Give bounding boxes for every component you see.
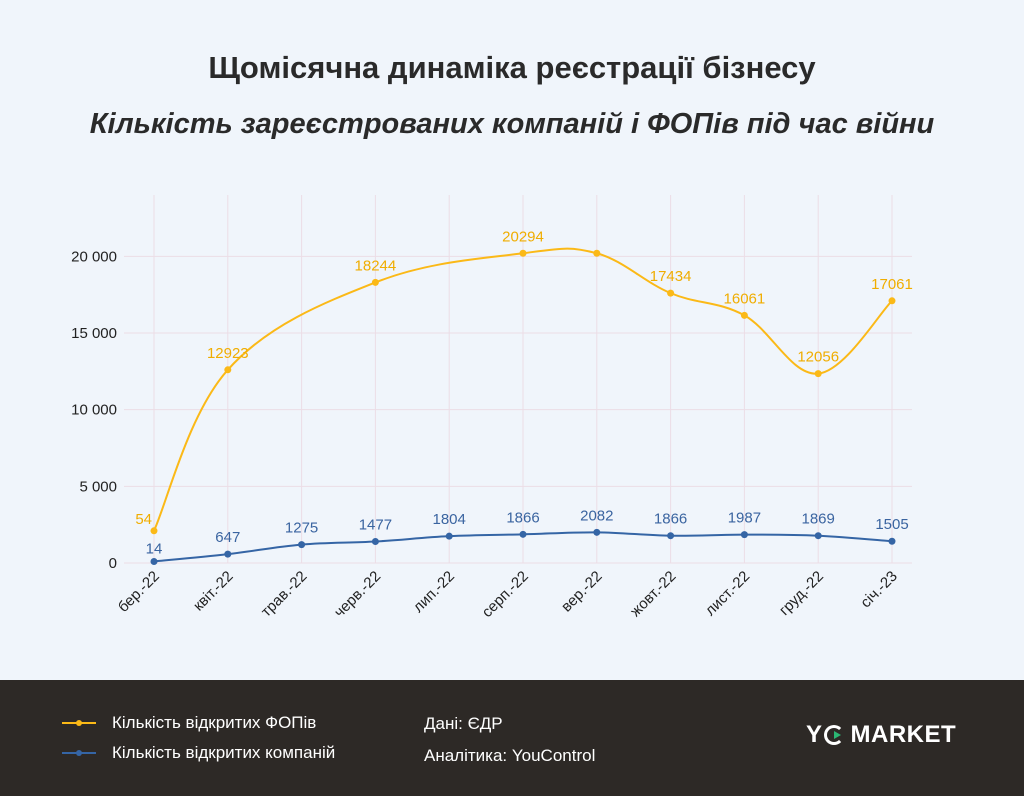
data-label-fop: 16061 [724,290,766,307]
data-label-companies: 14 [146,540,163,557]
data-point-fop [593,249,601,257]
data-label-fop: 12056 [797,349,839,366]
legend-label-companies: Кількість відкритих компаній [112,743,336,762]
logo-text-market: MARKET [850,721,957,748]
data-point-fop [888,297,896,305]
data-point-fop [519,249,527,257]
data-label-companies: 1987 [728,510,761,527]
data-label-companies: 1275 [285,520,318,537]
y-tick-label: 0 [109,555,117,572]
x-tick-label: черв.-22 [331,568,384,621]
x-tick-label: жовт.-22 [627,568,679,620]
y-tick-label: 5 000 [79,478,117,495]
data-label-fop: 54 [135,511,152,528]
data-label-fop: 17061 [871,276,913,293]
data-label-companies: 1869 [802,511,835,528]
data-point-companies [519,530,527,538]
data-point-companies [888,537,896,545]
data-point-companies [667,532,675,540]
data-point-fop [667,289,675,297]
data-label-companies: 1866 [506,509,539,526]
logo-c-icon [823,725,844,745]
x-tick-label: лип.-22 [410,568,458,616]
data-label-companies: 1505 [875,516,908,533]
x-tick-label: бер.-22 [115,568,163,616]
data-point-fop [371,278,379,286]
x-tick-label: вер.-22 [558,568,606,616]
data-point-companies [740,531,748,539]
x-tick-label: січ.-23 [857,568,900,611]
data-label-fop: 12923 [207,345,249,362]
data-label-fop: 20294 [502,228,544,245]
footer: Кількість відкритих ФОПів Кількість відк… [0,680,1024,796]
data-label-companies: 647 [215,529,240,546]
data-label-fop: 17434 [650,268,692,285]
data-point-companies [814,532,822,540]
line-chart: 0 5 000 10 000 15 000 20 000 бер.-22 квіт.-22 т… [71,195,913,621]
chart-subtitle: Кількість зареєстрованих компаній і ФОПі… [89,108,935,140]
legend-swatch-fop [62,713,96,733]
chart-title: Щомісячна динаміка реєстрації бізнесу [208,50,816,85]
data-label-companies: 1804 [433,511,466,528]
x-tick-label: серп.-22 [479,568,532,621]
data-label-companies: 1477 [359,517,392,534]
data-point-companies [224,550,232,558]
y-tick-label: 10 000 [71,402,117,419]
x-tick-label: груд.-22 [776,568,827,619]
analytics-credit: Аналітика: YouControl [424,746,596,765]
logo-text-y: Y [806,721,823,748]
data-label-companies: 1866 [654,511,687,528]
data-source: Дані: ЄДР [424,714,503,733]
data-point-fop [224,366,232,374]
data-point-companies [371,538,379,546]
data-point-companies [298,541,306,549]
data-label-fop: 18244 [355,257,397,274]
x-tick-label: трав.-22 [258,568,311,621]
x-tick-label: квіт.-22 [190,568,237,615]
data-point-companies [150,557,158,565]
data-label-companies: 2082 [580,507,613,524]
y-tick-label: 15 000 [71,325,117,342]
data-point-companies [445,532,453,540]
legend-swatch-companies [62,743,96,763]
data-point-fop [814,370,822,378]
legend-item-companies: Кількість відкритих компаній [62,743,335,763]
data-point-fop [740,311,748,319]
yc-market-logo: Y MARKET [806,721,956,749]
legend-item-fop: Кількість відкритих ФОПів [62,713,316,733]
series-line-fop [153,247,893,532]
x-tick-label: лист.-22 [702,568,753,619]
data-point-companies [593,528,601,536]
data-point-fop [150,527,158,535]
y-tick-label: 20 000 [71,248,117,265]
legend-label-fop: Кількість відкритих ФОПів [112,713,317,732]
